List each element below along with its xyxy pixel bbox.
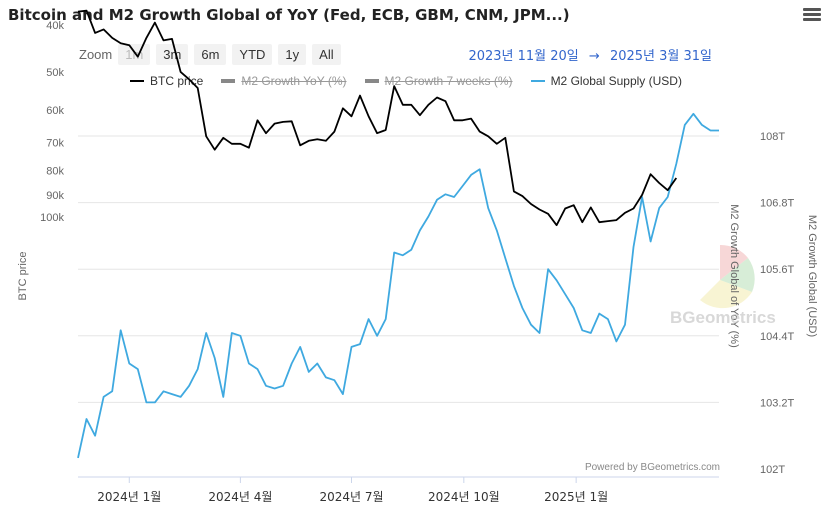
range-from-input[interactable]: 2023년 11월 20일 xyxy=(468,49,579,64)
left-tick-label: 100k xyxy=(40,212,64,224)
legend-swatch xyxy=(530,80,545,82)
legend-label: M2 Global Supply (USD) xyxy=(550,74,682,88)
range-to-input[interactable]: 2025년 3월 31일 xyxy=(609,49,712,64)
right-tick-label: 108T xyxy=(760,131,785,143)
zoom-1m-button[interactable]: 1m xyxy=(118,44,151,65)
right-axis-ticks: 102T 103.2T 104.4T 105.6T 106.8T 108T xyxy=(760,131,795,476)
right-tick-label: 106.8T xyxy=(760,198,795,210)
x-tick-label: 2024년 10월 xyxy=(428,490,500,504)
x-tick-label: 2024년 7월 xyxy=(319,490,383,504)
x-tick-label: 2024년 4월 xyxy=(208,490,272,504)
range-arrow: → xyxy=(588,49,600,64)
x-axis-ticks: 2024년 1월 2024년 4월 2024년 7월 2024년 10월 2025년 1… xyxy=(97,477,608,504)
left-tick-label: 60k xyxy=(46,105,64,117)
btc-price-line xyxy=(77,9,678,227)
right-tick-label: 104.4T xyxy=(760,331,795,343)
left-tick-label: 50k xyxy=(46,67,64,79)
left-tick-label: 90k xyxy=(46,190,64,202)
legend-swatch xyxy=(221,79,236,83)
m2-global-supply-line xyxy=(77,112,719,459)
legend: BTC price M2 Growth YoY (%) M2 Growth 7 … xyxy=(130,74,700,88)
legend-item-m2-growth-7-weeks[interactable]: M2 Growth 7 weeks (%) xyxy=(364,74,513,88)
zoom-label: Zoom xyxy=(79,47,113,62)
right-axis-title-usd: M2 Growth Global (USD) xyxy=(806,215,818,337)
legend-swatch xyxy=(130,80,144,82)
left-axis-title: BTC price xyxy=(17,252,29,301)
legend-label: BTC price xyxy=(150,74,204,88)
watermark: BGeometrics xyxy=(670,308,776,327)
right-tick-label: 105.6T xyxy=(760,264,795,276)
series-lines xyxy=(77,9,719,459)
zoom-1y-button[interactable]: 1y xyxy=(278,44,307,65)
watermark-logo-icon xyxy=(700,244,755,309)
credit-link[interactable]: Powered by BGeometrics.com xyxy=(584,462,720,473)
right-tick-label: 102T xyxy=(760,464,785,476)
chart-title: Bitcoin and M2 Growth Global of YoY (Fed… xyxy=(8,6,570,24)
left-tick-label: 40k xyxy=(46,20,64,32)
legend-label: M2 Growth YoY (%) xyxy=(241,74,347,88)
zoom-all-button[interactable]: All xyxy=(312,44,341,65)
x-tick-label: 2024년 1월 xyxy=(97,490,161,504)
right-tick-label: 103.2T xyxy=(760,397,795,409)
legend-label: M2 Growth 7 weeks (%) xyxy=(384,74,513,88)
left-tick-label: 80k xyxy=(46,165,64,177)
legend-item-btc-price[interactable]: BTC price xyxy=(130,74,203,88)
legend-item-m2-growth-yoy[interactable]: M2 Growth YoY (%) xyxy=(221,74,347,88)
menu-icon[interactable] xyxy=(803,8,821,22)
zoom-ytd-button[interactable]: YTD xyxy=(232,44,273,65)
legend-swatch xyxy=(364,79,379,83)
right-axis-title-yoy: M2 Growth Global of YoY (%) xyxy=(728,204,740,347)
grid-lines xyxy=(78,135,719,403)
x-tick-label: 2025년 1월 xyxy=(544,490,608,504)
zoom-controls: Zoom 1m 3m 6m YTD 1y All xyxy=(79,44,347,65)
date-range: 2023년 11월 20일 → 2025년 3월 31일 xyxy=(465,45,715,64)
left-tick-label: 70k xyxy=(46,137,64,149)
left-axis-ticks: 30k40k50k60k70k80k90k100k xyxy=(40,20,64,224)
zoom-6m-button[interactable]: 6m xyxy=(194,44,227,65)
legend-item-m2-global-supply[interactable]: M2 Global Supply (USD) xyxy=(530,74,682,88)
